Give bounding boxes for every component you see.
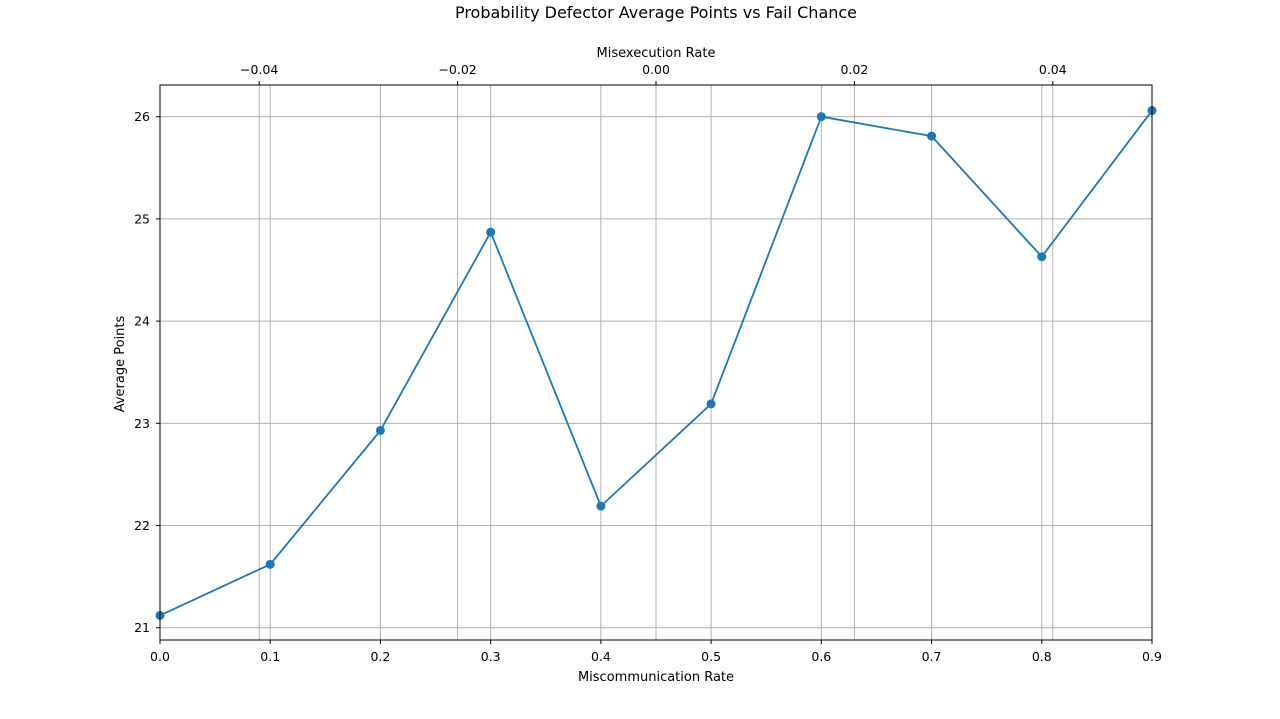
series-layer: [155, 106, 1157, 620]
x-tick-label: 0.3: [481, 649, 501, 664]
data-point: [816, 112, 826, 122]
x-tick-label: 0.0: [150, 649, 170, 664]
plot-frame: [159, 84, 1153, 641]
y-tick-label: 21: [134, 620, 150, 635]
x-tick-label: 0.7: [922, 649, 942, 664]
x2-tick-label: 0.04: [1039, 62, 1067, 77]
x-tick-label: 0.1: [260, 649, 280, 664]
data-point: [265, 559, 275, 569]
y-tick-label: 26: [134, 109, 150, 124]
axis-ticks: 0.0 0.1 0.2 0.3 0.4 0.5 0.6 0.7 0.8 0.9 21 22 23 24 25…: [134, 62, 1162, 664]
x-tick-label: 0.2: [370, 649, 390, 664]
data-point: [596, 501, 606, 511]
x2-tick-label: −0.02: [438, 62, 476, 77]
x-tick-label: 0.9: [1142, 649, 1162, 664]
y-tick-label: 25: [134, 211, 150, 226]
y-tick-label: 24: [134, 314, 150, 329]
data-point: [375, 425, 385, 435]
x2-axis-label: Misexecution Rate: [597, 46, 716, 61]
x-tick-label: 0.8: [1032, 649, 1052, 664]
y-tick-label: 22: [134, 518, 150, 533]
data-point: [486, 227, 496, 237]
x-tick-label: 0.6: [811, 649, 831, 664]
grid-lines: [159, 85, 1153, 640]
chart-title: Probability Defector Average Points vs F…: [455, 3, 857, 22]
series-line: [159, 110, 1153, 617]
x-axis-label: Miscommunication Rate: [578, 670, 734, 685]
x-tick-label: 0.5: [701, 649, 721, 664]
data-point: [1037, 252, 1047, 262]
data-point: [706, 399, 716, 409]
y-tick-label: 23: [134, 416, 150, 431]
y-axis-label: Average Points: [113, 315, 128, 412]
x2-tick-label: 0.00: [642, 62, 670, 77]
x2-tick-label: 0.02: [840, 62, 868, 77]
x-tick-label: 0.4: [591, 649, 611, 664]
x2-tick-label: −0.04: [240, 62, 278, 77]
data-point: [927, 131, 937, 141]
